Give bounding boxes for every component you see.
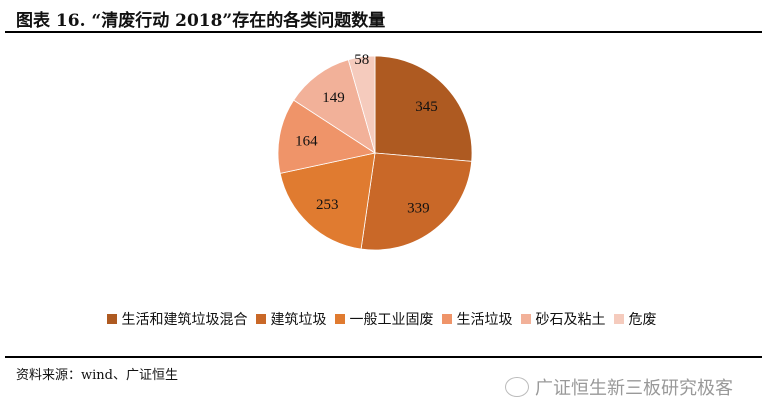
legend-item: 生活垃圾	[441, 309, 513, 329]
legend-swatch	[520, 314, 531, 324]
title-divider	[5, 31, 762, 33]
chart-title: 图表 16. “清废行动 2018”存在的各类问题数量	[16, 11, 386, 31]
legend: 生活和建筑垃圾混合 建筑垃圾 一般工业固废 生活垃圾 砂石及粘土 危废	[0, 309, 767, 329]
pie-slice	[360, 152, 473, 251]
watermark: 广证恒生新三板研究极客	[505, 374, 733, 400]
legend-swatch	[255, 314, 266, 324]
data-label: 149	[322, 90, 345, 106]
legend-item: 砂石及粘土	[520, 309, 606, 329]
pie-slice	[277, 99, 377, 174]
legend-label: 建筑垃圾	[270, 312, 327, 328]
legend-swatch	[441, 314, 452, 324]
legend-label: 砂石及粘土	[535, 312, 606, 328]
data-label: 164	[295, 133, 318, 149]
data-label: 345	[415, 99, 438, 115]
watermark-text: 广证恒生新三板研究极客	[535, 378, 733, 399]
pie-slice	[279, 152, 376, 250]
legend-label: 危废	[628, 312, 657, 328]
legend-label: 生活和建筑垃圾混合	[121, 312, 248, 328]
data-label: 339	[407, 201, 430, 217]
legend-item: 建筑垃圾	[255, 309, 327, 329]
footer-divider	[5, 356, 762, 358]
legend-label: 生活垃圾	[456, 312, 513, 328]
data-label: 58	[354, 52, 369, 68]
legend-item: 生活和建筑垃圾混合	[106, 309, 248, 329]
wechat-icon	[505, 377, 529, 397]
legend-swatch	[334, 314, 345, 324]
legend-swatch	[106, 314, 117, 324]
data-label: 253	[316, 197, 339, 213]
legend-item: 一般工业固废	[334, 309, 434, 329]
pie-slice	[374, 55, 473, 162]
source-note: 资料来源：wind、广证恒生	[16, 368, 178, 383]
pie-chart: 345 339 253 164 149 58	[277, 52, 473, 251]
pie-slice	[347, 55, 376, 154]
legend-swatch	[613, 314, 624, 324]
legend-item: 危废	[613, 309, 657, 329]
legend-label: 一般工业固废	[349, 312, 434, 328]
